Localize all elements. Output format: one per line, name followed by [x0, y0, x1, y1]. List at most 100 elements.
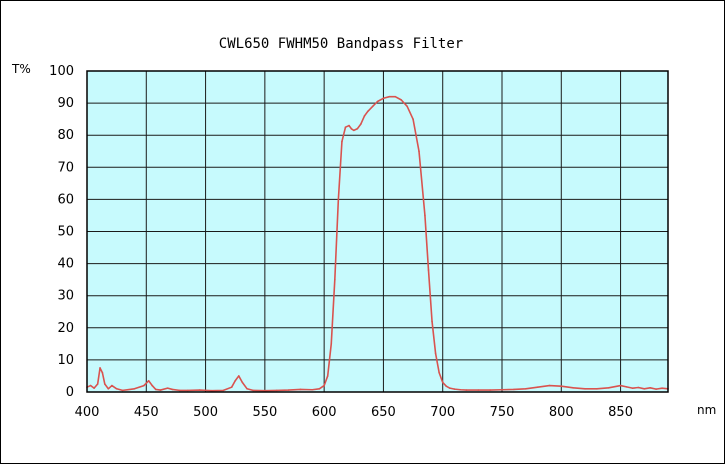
- data-point: [524, 387, 527, 390]
- data-point: [376, 100, 379, 103]
- data-point: [198, 389, 201, 391]
- data-point: [246, 387, 248, 390]
- data-point: [619, 384, 622, 387]
- data-point: [388, 95, 391, 98]
- data-point: [337, 198, 340, 201]
- data-point: [234, 379, 237, 382]
- y-tick-label: 90: [57, 96, 74, 111]
- data-point: [287, 389, 290, 391]
- x-tick-label: 500: [193, 405, 218, 420]
- data-point: [222, 389, 225, 392]
- data-point: [596, 387, 598, 390]
- y-tick-label: 40: [57, 257, 74, 272]
- y-axis-label: T%: [11, 62, 31, 76]
- x-tick-label: 400: [75, 405, 100, 420]
- data-point: [348, 124, 350, 127]
- data-point: [363, 115, 366, 117]
- plot-border: [86, 70, 669, 393]
- data-point: [96, 383, 99, 385]
- data-point: [438, 371, 440, 374]
- x-tick-label: 750: [490, 405, 515, 420]
- data-point: [166, 387, 169, 389]
- x-tick-label: 550: [252, 405, 277, 420]
- y-tick-label: 20: [57, 321, 74, 336]
- data-point: [371, 105, 374, 108]
- data-point: [477, 389, 480, 391]
- y-tick-label: 30: [57, 289, 74, 304]
- data-point: [427, 269, 430, 271]
- data-point: [367, 110, 369, 112]
- data-point: [252, 389, 254, 392]
- data-point: [406, 105, 408, 108]
- data-point: [186, 389, 189, 392]
- data-point: [607, 387, 610, 389]
- data-point: [350, 127, 353, 130]
- data-point: [99, 367, 101, 369]
- data-point: [412, 118, 414, 120]
- data-point: [418, 150, 420, 153]
- data-point: [434, 352, 437, 355]
- data-point: [584, 387, 586, 390]
- data-point: [625, 386, 628, 388]
- data-point: [237, 375, 240, 377]
- data-point: [536, 386, 539, 388]
- x-axis-label: nm: [697, 403, 716, 417]
- data-point: [275, 389, 278, 392]
- data-point: [400, 99, 403, 101]
- data-point: [101, 371, 104, 374]
- data-point: [159, 389, 162, 391]
- data-point: [424, 214, 426, 217]
- x-tick-labels: 400 450 500 550 600 650 700 750 800 850: [75, 405, 633, 420]
- data-point: [133, 387, 136, 390]
- data-point: [637, 386, 640, 389]
- data-point: [241, 381, 244, 384]
- data-point: [459, 388, 462, 391]
- data-point: [341, 140, 343, 143]
- data-point: [178, 389, 181, 392]
- y-tick-labels: 0 10 20 30 40 50 60 70 80 90 100: [49, 64, 74, 400]
- data-point: [655, 388, 657, 390]
- data-point: [501, 388, 503, 391]
- x-tick-label: 650: [371, 405, 396, 420]
- y-tick-label: 100: [49, 64, 74, 79]
- data-point: [661, 387, 663, 389]
- data-point: [394, 95, 397, 98]
- data-point: [171, 388, 174, 391]
- data-point: [323, 384, 325, 387]
- data-point: [318, 387, 321, 390]
- data-point: [441, 381, 444, 384]
- data-point: [103, 383, 106, 385]
- x-tick-label: 850: [608, 405, 633, 420]
- data-point: [352, 129, 355, 132]
- data-point: [465, 389, 468, 391]
- x-tick-label: 450: [134, 405, 159, 420]
- data-point: [649, 387, 652, 389]
- y-tick-label: 60: [57, 192, 74, 207]
- y-tick-label: 70: [57, 160, 74, 175]
- data-point: [643, 387, 646, 390]
- data-point: [334, 278, 336, 281]
- data-point: [560, 385, 563, 388]
- data-point: [360, 123, 362, 125]
- data-point: [89, 384, 92, 387]
- data-point: [151, 384, 154, 387]
- x-tick-label: 800: [549, 405, 574, 420]
- data-point: [264, 389, 266, 392]
- data-point: [143, 384, 145, 387]
- data-point: [311, 388, 314, 391]
- data-point: [449, 387, 451, 389]
- y-tick-label: 10: [57, 353, 74, 368]
- data-point: [147, 379, 150, 382]
- data-point: [445, 385, 448, 388]
- chart-title: CWL650 FWHM50 Bandpass Filter: [219, 36, 463, 52]
- data-point: [330, 343, 333, 345]
- data-point: [431, 320, 433, 323]
- data-point: [572, 387, 574, 389]
- data-point: [356, 127, 359, 130]
- data-point: [154, 388, 157, 391]
- y-tick-label: 0: [66, 385, 74, 400]
- data-point: [548, 384, 551, 387]
- data-point: [121, 389, 124, 392]
- data-point: [489, 389, 491, 391]
